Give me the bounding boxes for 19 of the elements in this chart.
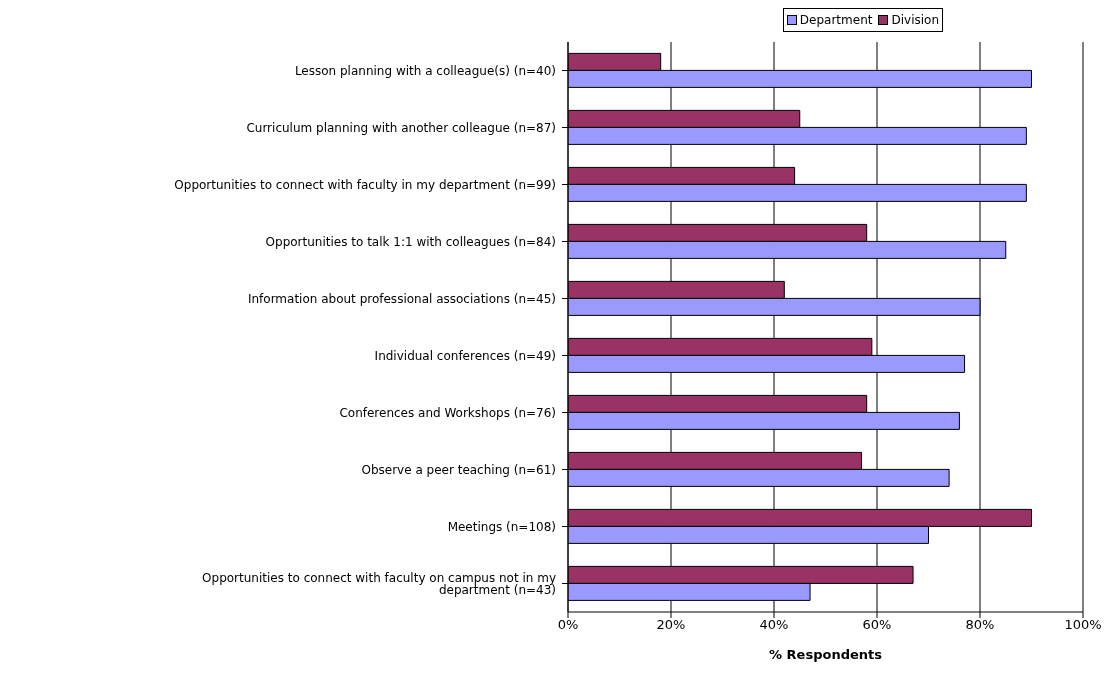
y-tick-label: Opportunities to connect with faculty in my department (n=99): [174, 177, 556, 192]
y-tick-label: Meetings (n=108): [447, 519, 556, 534]
y-tick-label: Opportunities to talk 1:1 with colleagues (n=84): [265, 234, 556, 249]
y-tick-label: Curriculum planning with another colleague (n=87): [246, 120, 556, 135]
y-tick-label: Lesson planning with a colleague(s) (n=40): [294, 63, 556, 78]
x-tick-label: 80%: [965, 617, 995, 633]
x-tick-label: 40%: [759, 617, 789, 633]
legend-label: Division: [890, 12, 939, 29]
y-tick-label: Information about professional associations (n=45): [247, 291, 556, 306]
y-tick-label: Opportunities to connect with faculty on campus not in my department (n=43): [202, 570, 556, 597]
x-tick-label: 0%: [557, 617, 579, 633]
x-axis-title: % Respondents: [769, 647, 883, 663]
x-tick-label: 20%: [656, 617, 686, 633]
y-tick-label: Observe a peer teaching (n=61): [361, 462, 556, 477]
x-tick-label: 100%: [1064, 617, 1102, 633]
legend-label: Department: [798, 12, 873, 29]
x-tick-label: 60%: [862, 617, 892, 633]
y-tick-label: Conferences and Workshops (n=76): [339, 405, 556, 420]
y-tick-label: Individual conferences (n=49): [374, 348, 556, 363]
